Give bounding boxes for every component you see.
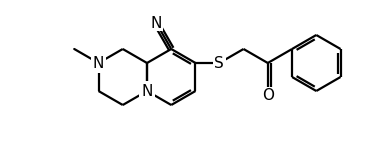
Text: O: O (262, 88, 274, 103)
Text: N: N (93, 56, 104, 71)
Text: S: S (215, 56, 224, 71)
Text: N: N (141, 83, 153, 98)
Text: N: N (151, 16, 162, 31)
